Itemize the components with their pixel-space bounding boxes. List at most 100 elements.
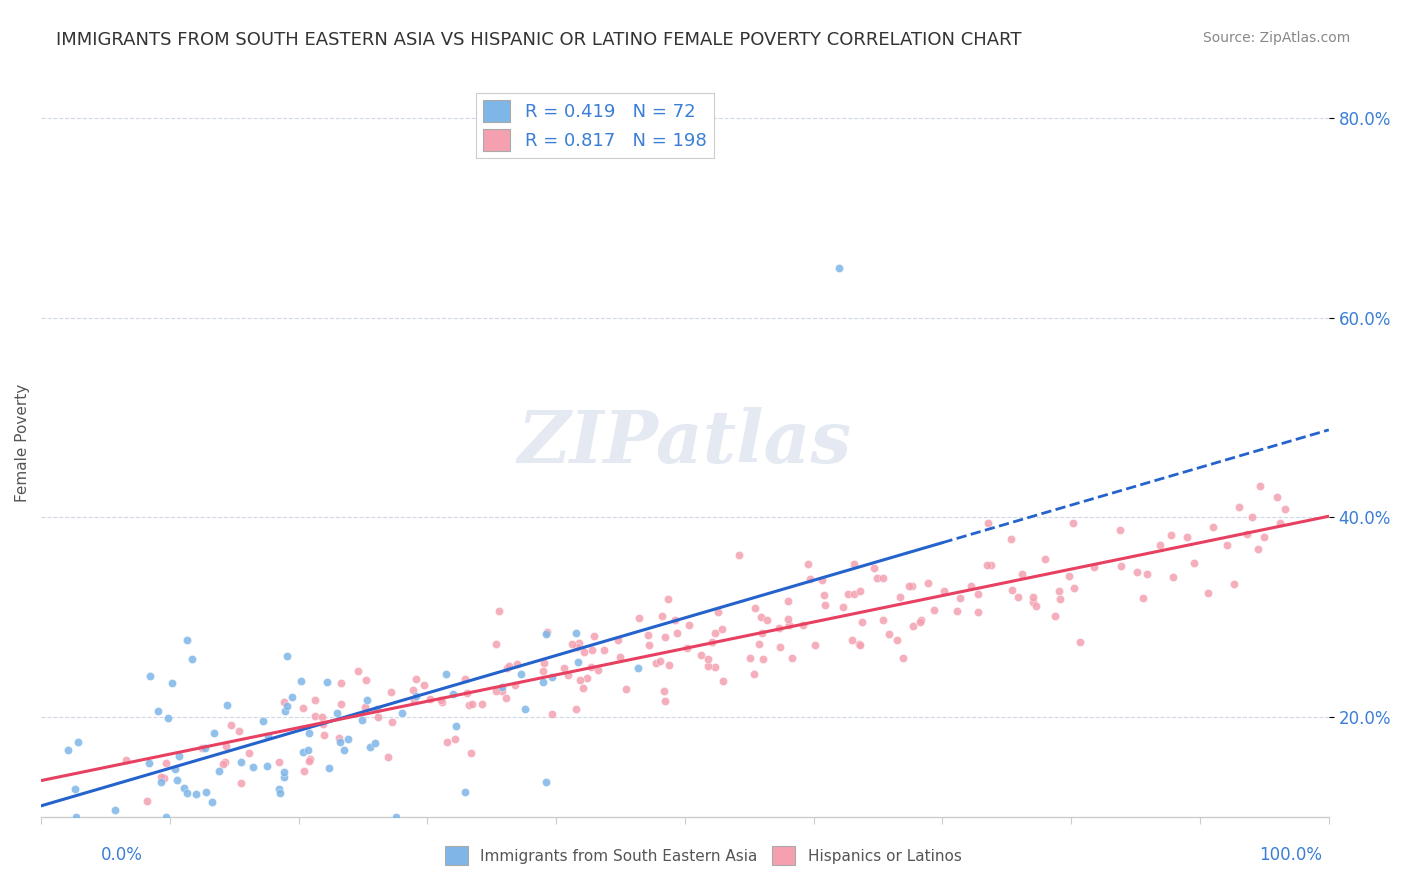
Point xyxy=(231,755,253,769)
Point xyxy=(690,648,713,663)
Point xyxy=(738,651,761,665)
Y-axis label: Female Poverty: Female Poverty xyxy=(15,384,30,501)
Point xyxy=(104,803,127,817)
Point xyxy=(1265,491,1288,505)
Point xyxy=(404,693,426,707)
Point xyxy=(136,794,159,808)
Point xyxy=(276,699,298,714)
Text: 100.0%: 100.0% xyxy=(1258,846,1322,863)
Point xyxy=(274,704,297,718)
Point xyxy=(751,652,773,666)
Point xyxy=(908,615,931,630)
Point xyxy=(901,578,924,592)
Point xyxy=(593,643,616,657)
Point xyxy=(509,667,531,681)
Point xyxy=(157,711,180,725)
Point xyxy=(430,693,453,707)
Point xyxy=(977,516,1000,531)
Point xyxy=(212,756,235,771)
Point xyxy=(910,614,932,628)
Point xyxy=(360,740,382,755)
Point xyxy=(456,686,478,700)
Point xyxy=(346,664,368,678)
Point xyxy=(865,571,887,585)
Point xyxy=(454,673,477,687)
Point xyxy=(536,627,558,641)
Point xyxy=(967,605,990,619)
Point xyxy=(586,663,609,677)
Point xyxy=(155,809,177,823)
Point xyxy=(356,692,378,706)
Point xyxy=(354,700,377,714)
Point xyxy=(297,742,319,756)
Point xyxy=(228,723,250,738)
Point xyxy=(1236,527,1258,541)
Point xyxy=(436,735,458,749)
Point xyxy=(534,775,557,789)
Point xyxy=(851,615,873,629)
Point xyxy=(273,770,295,784)
Point xyxy=(155,756,177,771)
Point xyxy=(273,695,295,709)
Point xyxy=(298,755,321,769)
Point xyxy=(298,752,321,766)
Point xyxy=(498,659,520,673)
Point xyxy=(960,579,983,593)
Point xyxy=(304,692,326,706)
Point xyxy=(889,590,911,604)
Point xyxy=(1247,541,1270,556)
Point xyxy=(967,586,990,600)
Point xyxy=(454,785,477,799)
Point xyxy=(561,638,583,652)
Point xyxy=(380,685,402,699)
Point xyxy=(1033,551,1056,566)
Point xyxy=(814,599,837,613)
Point xyxy=(461,698,484,712)
Point xyxy=(828,260,851,275)
Point xyxy=(1022,590,1045,604)
Point xyxy=(391,706,413,720)
Point xyxy=(242,760,264,774)
Point xyxy=(491,680,513,694)
Point xyxy=(980,558,1002,572)
Point xyxy=(1149,538,1171,552)
Point xyxy=(115,753,138,767)
Point xyxy=(536,625,558,640)
Point xyxy=(567,640,589,654)
Point xyxy=(252,714,274,728)
Point xyxy=(292,764,315,779)
Point xyxy=(769,640,792,654)
Point xyxy=(364,736,387,750)
Point xyxy=(488,604,510,618)
Point xyxy=(780,651,803,665)
Point xyxy=(650,653,672,667)
Point xyxy=(281,690,304,704)
Point xyxy=(703,625,725,640)
Point xyxy=(565,625,588,640)
Point xyxy=(413,677,436,691)
Point xyxy=(1223,576,1246,591)
Point xyxy=(163,762,186,776)
Point xyxy=(1202,520,1225,534)
Point xyxy=(711,622,734,636)
Point xyxy=(849,583,872,598)
Point xyxy=(609,650,631,665)
Point xyxy=(1062,516,1084,530)
Point xyxy=(654,693,676,707)
Point xyxy=(541,670,564,684)
Point xyxy=(637,628,659,642)
Point xyxy=(637,638,659,652)
Point xyxy=(848,637,870,651)
Point xyxy=(568,636,591,650)
Point xyxy=(1025,599,1047,614)
Point xyxy=(1268,516,1291,530)
Point xyxy=(700,635,723,649)
Point xyxy=(1216,537,1239,551)
Point xyxy=(337,731,360,746)
Point xyxy=(139,668,162,682)
Point xyxy=(219,717,242,731)
Point xyxy=(458,698,481,713)
Point xyxy=(778,618,800,632)
Point xyxy=(533,657,555,671)
Point xyxy=(711,673,734,688)
